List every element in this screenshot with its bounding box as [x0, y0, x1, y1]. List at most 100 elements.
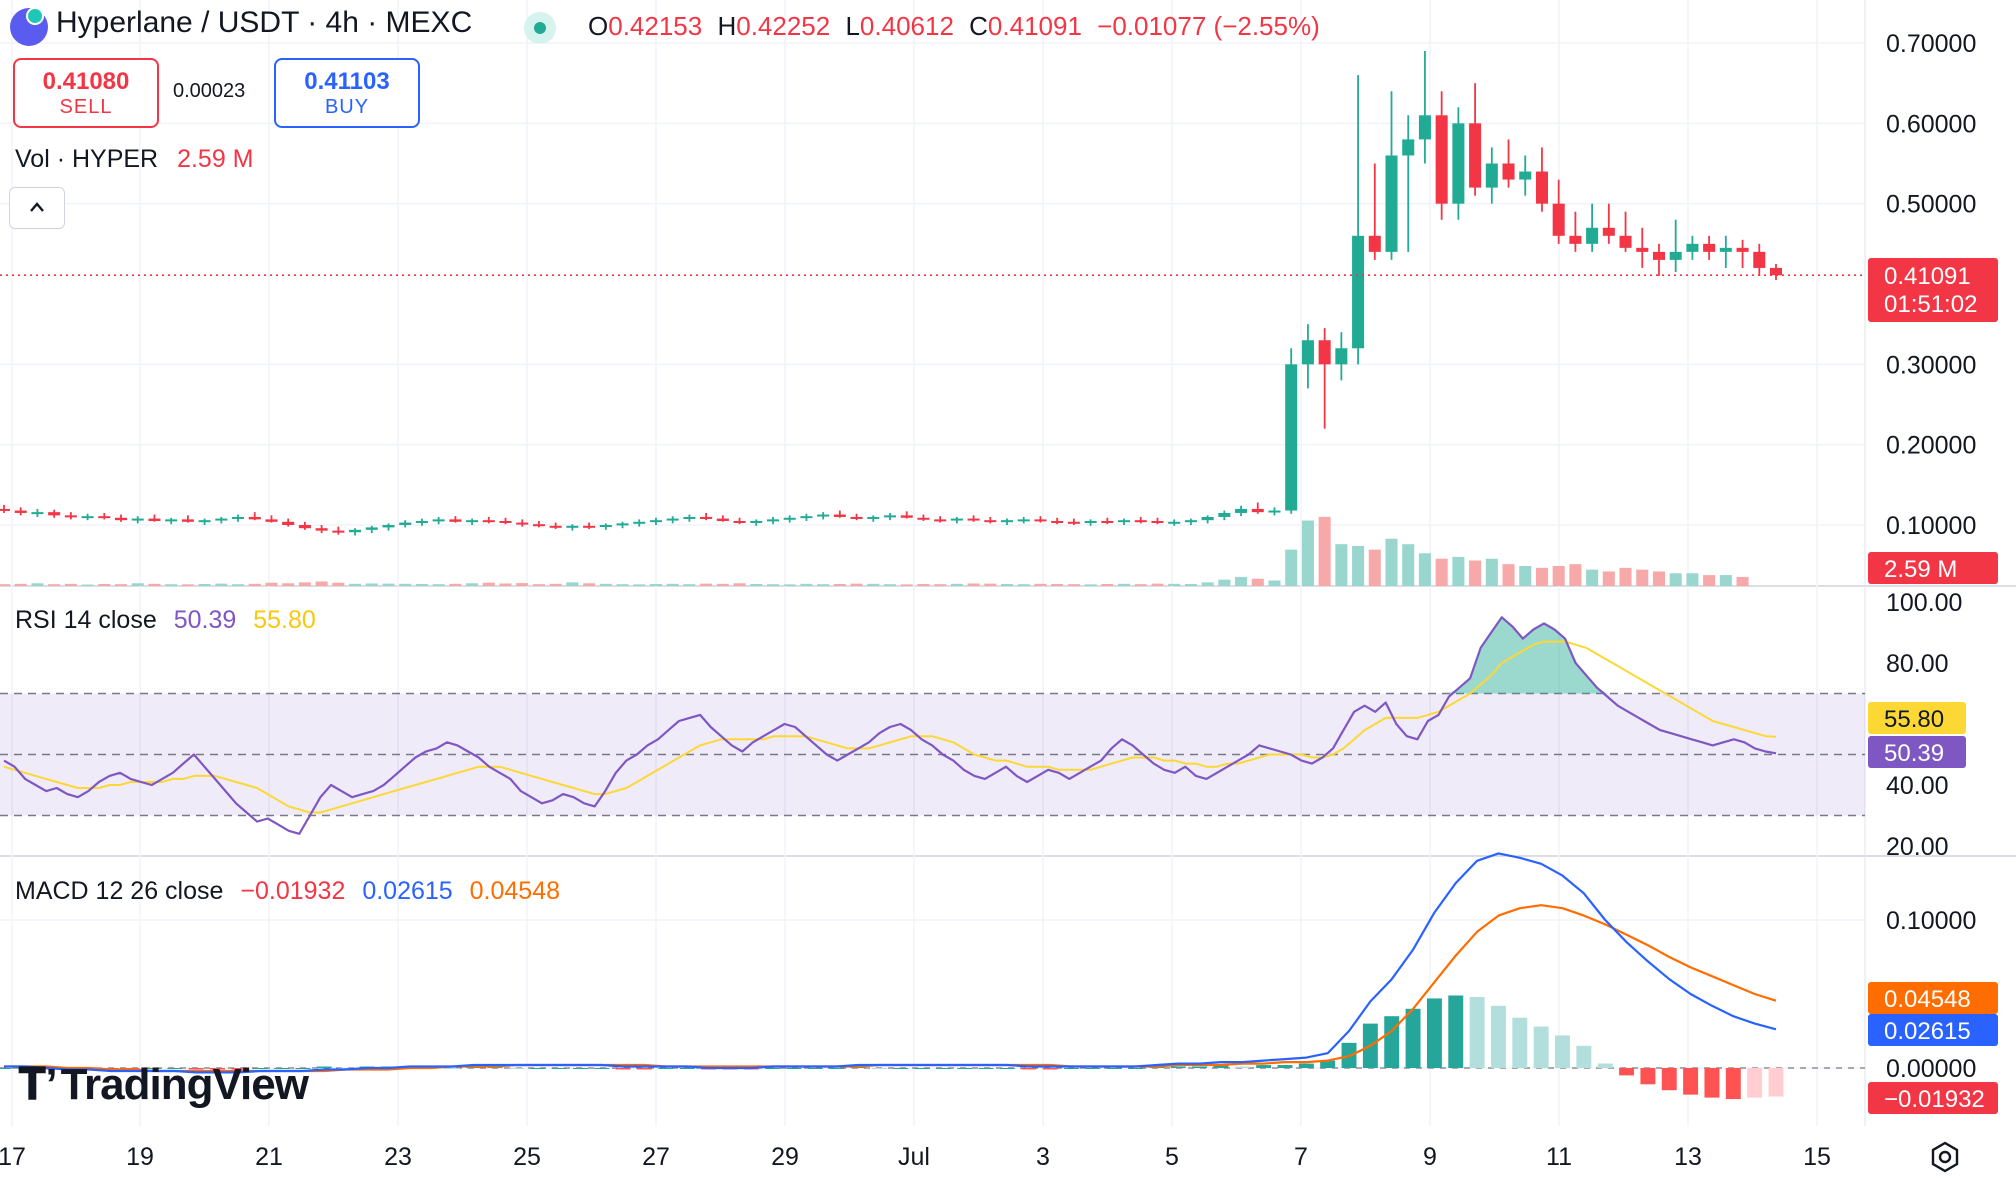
symbol-title[interactable]: Hyperlane / USDT · 4h · MEXC [56, 6, 473, 39]
macd-histogram-bar [871, 1068, 887, 1069]
volume-bar [516, 583, 529, 586]
macd-histogram-bar [1106, 1068, 1122, 1069]
volume-badge [1868, 552, 1998, 584]
volume-bar [349, 583, 362, 586]
volume-bar [984, 583, 997, 586]
rsi-legend[interactable]: RSI 14 close 50.39 55.80 [15, 606, 316, 634]
candle-body [1051, 520, 1064, 523]
candle-body [1769, 267, 1783, 276]
sell-button[interactable]: 0.41080 SELL [13, 58, 159, 128]
macd-legend[interactable]: MACD 12 26 close −0.01932 0.02615 0.0454… [15, 877, 561, 905]
candle-body [850, 516, 863, 519]
volume-bar [1368, 549, 1381, 586]
volume-bar [1285, 549, 1298, 586]
macd-histogram-bar [145, 1068, 161, 1069]
volume-bar [1452, 556, 1465, 586]
volume-bar [131, 583, 144, 586]
volume-bar [0, 584, 11, 586]
macd-histogram-bar [508, 1068, 524, 1069]
price-tick-label: 0.60000 [1886, 110, 1976, 138]
price-tick-label: 0.20000 [1886, 432, 1976, 460]
volume-bar [1736, 576, 1749, 586]
volume-bar [482, 582, 495, 586]
candle-body [649, 520, 662, 523]
candle-body [1151, 520, 1164, 523]
candle-body [1168, 521, 1181, 524]
gear-icon[interactable] [1928, 1140, 1962, 1174]
rsi-tick-label: 80.00 [1886, 650, 1949, 678]
macd-histogram-bar [1298, 1063, 1314, 1068]
volume-bar [432, 584, 445, 586]
candle-body [532, 524, 545, 527]
volume-legend[interactable]: Vol · HYPER 2.59 M [15, 145, 254, 173]
candle-body [733, 520, 746, 523]
volume-bar [98, 584, 111, 586]
candle-body [1686, 243, 1699, 252]
candle-body [349, 529, 362, 533]
macd-histogram-bar [957, 1068, 973, 1069]
candle-body [1335, 348, 1348, 365]
buy-button[interactable]: 0.41103 BUY [274, 58, 420, 128]
candle-body [1535, 171, 1548, 204]
candle-body [64, 515, 77, 518]
candle-body [115, 517, 128, 521]
volume-bar [215, 583, 228, 586]
rsi-last-label: 50.39 [1884, 740, 1944, 767]
macd-histogram-bar [807, 1068, 823, 1069]
volume-bar [616, 584, 629, 586]
macd-histogram-bar [1469, 996, 1485, 1068]
candle-body [1418, 115, 1431, 140]
volume-bar [700, 583, 713, 586]
candle-body [616, 523, 629, 526]
macd-histogram-bar [1384, 1016, 1400, 1068]
candle-body [1385, 155, 1398, 252]
candle-body [1318, 340, 1331, 365]
volume-bar [1569, 564, 1582, 586]
volume-bar [1168, 583, 1181, 586]
candle-body [1285, 364, 1298, 511]
candle-body [98, 516, 111, 519]
candle-body [1552, 203, 1565, 236]
candle-body [1017, 519, 1030, 522]
volume-bar [81, 584, 94, 586]
candle-body [298, 525, 311, 529]
volume-bar [14, 583, 27, 586]
candle-body [466, 520, 479, 523]
tradingview-logo[interactable]: 𝐓’TradingView [18, 1060, 309, 1109]
candle-body [165, 519, 178, 522]
volume-bar [783, 584, 796, 586]
volume-bar [282, 583, 295, 586]
candle-body [967, 518, 980, 521]
candle-body [1586, 227, 1599, 244]
candle-body [0, 508, 11, 511]
volume-bar [399, 583, 412, 586]
macd-histogram-bar [1555, 1035, 1570, 1068]
macd-histogram-bar [1683, 1068, 1699, 1095]
volume-bar [449, 583, 462, 586]
candle-body [81, 516, 94, 519]
candle-body [215, 518, 228, 521]
x-tick-label: 9 [1423, 1143, 1437, 1171]
collapse-button[interactable] [9, 187, 65, 229]
x-tick-label: 21 [255, 1143, 283, 1171]
volume-bar [1636, 569, 1649, 586]
volume-bar [549, 583, 562, 586]
candle-body [315, 528, 328, 531]
macd-histogram-bar [1170, 1066, 1186, 1068]
volume-bar [1251, 578, 1264, 586]
volume-bar [766, 584, 779, 586]
candle-body [1235, 508, 1248, 513]
macd-histogram-bar [786, 1068, 802, 1069]
macd-histogram-bar [829, 1068, 845, 1069]
volume-bar [1051, 584, 1064, 586]
volume-bar [31, 583, 44, 586]
x-tick-label: 23 [384, 1143, 412, 1171]
market-status-icon[interactable] [524, 12, 556, 44]
candle-body [934, 519, 947, 522]
volume-bar [466, 583, 479, 586]
candle-body [716, 518, 729, 521]
macd-histogram-bar [615, 1068, 631, 1070]
macd-histogram-bar [1576, 1045, 1592, 1068]
candle-body [31, 512, 44, 515]
